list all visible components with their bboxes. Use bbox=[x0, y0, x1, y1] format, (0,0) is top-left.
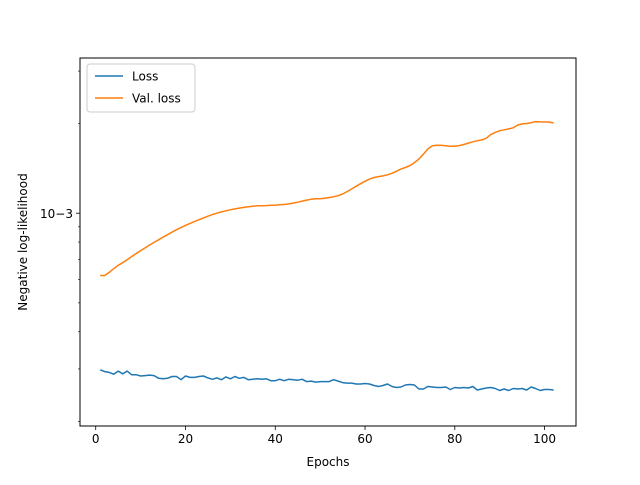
x-tick-label: 80 bbox=[447, 432, 462, 446]
axes-frame bbox=[79, 57, 577, 427]
y-tick-label: 10−3 bbox=[40, 207, 73, 221]
y-axis-label: Negative log-likelihood bbox=[16, 173, 30, 310]
x-tick-label: 0 bbox=[92, 432, 100, 446]
series-line-0 bbox=[99, 369, 554, 392]
x-axis: 0 20 40 60 80 100 bbox=[92, 426, 556, 446]
series-line-1 bbox=[100, 120, 554, 277]
x-tick-label: 40 bbox=[268, 432, 283, 446]
x-tick-label: 100 bbox=[533, 432, 556, 446]
x-tick-label: 60 bbox=[357, 432, 372, 446]
plot-area bbox=[99, 120, 554, 392]
legend-label: Val. loss bbox=[132, 92, 181, 106]
legend-label: Loss bbox=[132, 70, 158, 84]
y-axis: 10−3 bbox=[40, 70, 80, 422]
x-tick-label: 20 bbox=[178, 432, 193, 446]
legend: Loss Val. loss bbox=[86, 63, 196, 113]
x-axis-label: Epochs bbox=[307, 455, 350, 469]
